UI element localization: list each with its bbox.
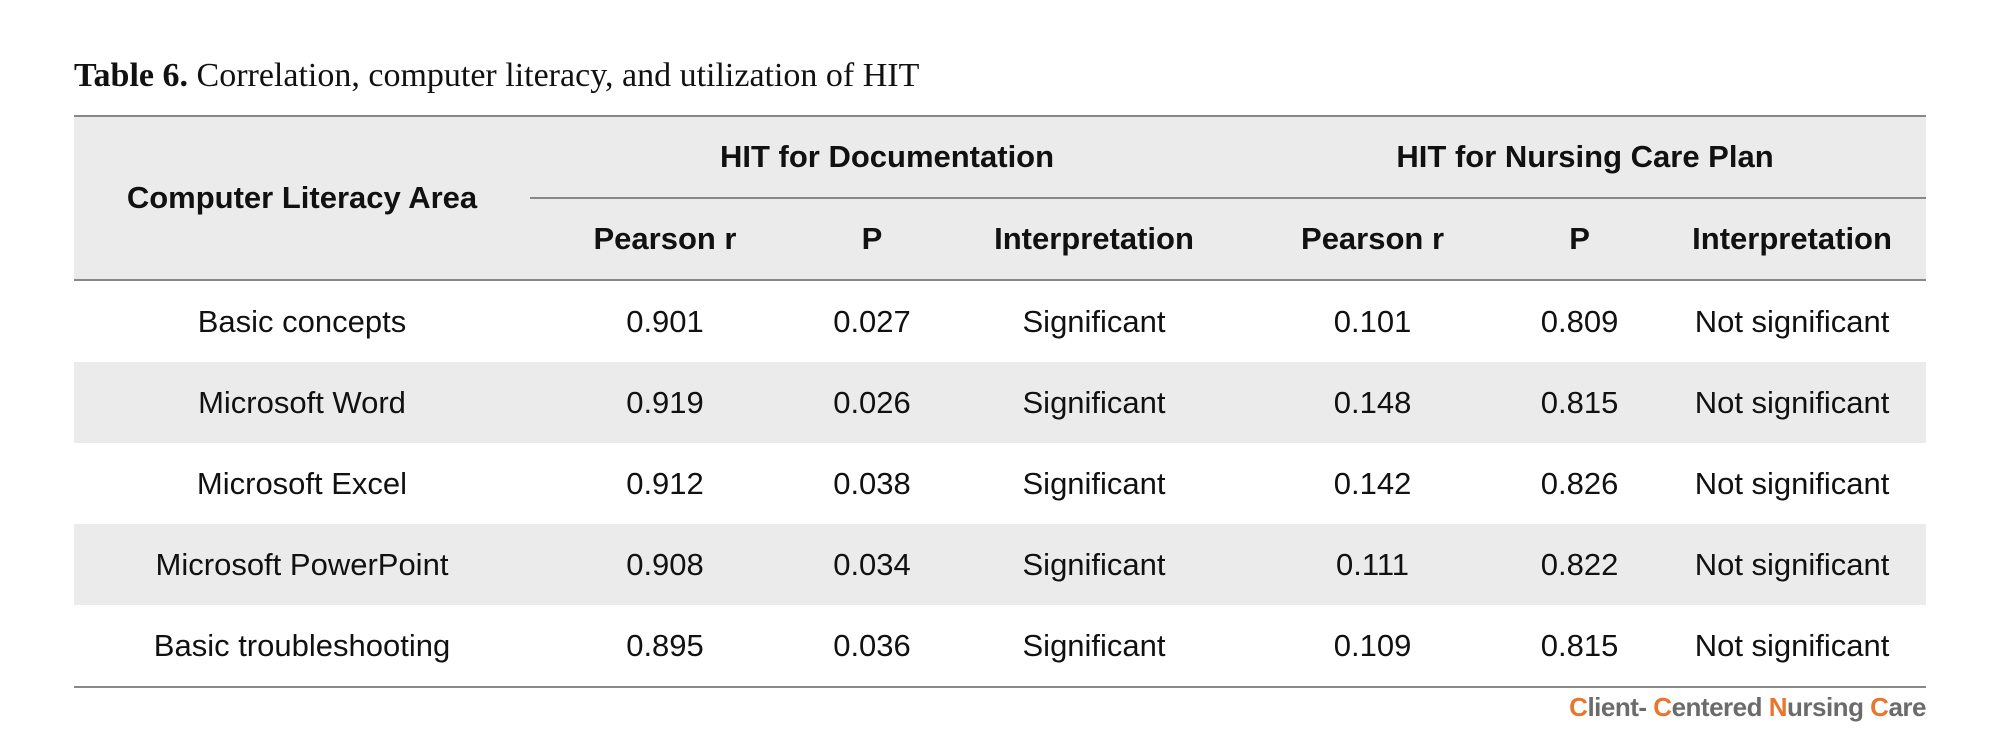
doc-pearson-r-cell: 0.908 — [626, 546, 704, 582]
area-cell: Basic troubleshooting — [74, 605, 530, 688]
subheader-row: Pearson r P Interpretation Pearson r P I… — [74, 198, 1927, 281]
doc-pearson-r-cell: 0.912 — [626, 465, 704, 501]
plan-interpretation-cell: Not significant — [1658, 605, 1927, 688]
plan-p-cell: 0.826 — [1540, 465, 1619, 501]
journal-brand: Client- Centered Nursing Care — [1569, 692, 1926, 723]
hit-documentation-header: HIT for Documentation — [530, 116, 1245, 199]
doc-pearson-r-cell: 0.901 — [626, 303, 704, 339]
hit-nursing-care-plan-header: HIT for Nursing Care Plan — [1244, 116, 1927, 199]
table-row: Microsoft Word 0.919 0.026 Significant 0… — [74, 362, 1927, 443]
doc-p-cell: 0.027 — [833, 303, 911, 339]
area-cell: Microsoft Excel — [196, 465, 408, 501]
table-header: Computer Literacy Area HIT for Documenta… — [74, 116, 1927, 281]
brand-initial: C — [1653, 692, 1672, 722]
plan-interpretation-cell: Not significant — [1694, 465, 1890, 501]
plan-interpretation-cell: Not significant — [1694, 384, 1890, 420]
doc-pearson-r-cell: 0.919 — [626, 384, 704, 420]
doc-interpretation-cell: Significant — [1022, 546, 1166, 582]
plan-pearson-r-cell: 0.142 — [1333, 465, 1412, 501]
area-cell: Microsoft Word — [198, 384, 406, 420]
doc-p-cell: 0.038 — [833, 465, 911, 501]
brand-initial: C — [1569, 692, 1588, 722]
correlation-table-container: Computer Literacy Area HIT for Documenta… — [74, 115, 1927, 688]
table-caption-label: Table 6. — [74, 57, 189, 94]
plan-pearson-r-cell: 0.109 — [1244, 605, 1502, 688]
area-cell: Microsoft PowerPoint — [155, 546, 449, 582]
table-row: Microsoft PowerPoint 0.908 0.034 Signifi… — [74, 524, 1927, 605]
computer-literacy-area-header: Computer Literacy Area — [74, 116, 530, 281]
brand-word: ursing — [1787, 692, 1871, 722]
doc-interpretation-cell: Significant — [944, 605, 1245, 688]
table-body: Basic concepts 0.901 0.027 Significant 0… — [74, 280, 1927, 688]
correlation-table: Computer Literacy Area HIT for Documenta… — [74, 115, 1927, 688]
plan-p-cell: 0.815 — [1501, 605, 1659, 688]
plan-p-cell: 0.822 — [1540, 546, 1619, 582]
plan-pearson-r-cell: 0.148 — [1333, 384, 1412, 420]
brand-word: lient- — [1587, 692, 1654, 722]
table-caption-text: Correlation, computer literacy, and util… — [196, 57, 920, 94]
table-caption: Table 6. Correlation, computer literacy,… — [74, 50, 919, 102]
table-row: Microsoft Excel 0.912 0.038 Significant … — [74, 443, 1926, 524]
plan-p-header: P — [1501, 198, 1659, 281]
plan-p-cell: 0.809 — [1540, 303, 1619, 339]
plan-interpretation-cell: Not significant — [1694, 546, 1890, 582]
area-cell: Basic concepts — [197, 303, 407, 339]
doc-interpretation-header: Interpretation — [944, 198, 1245, 281]
brand-word: entered — [1671, 692, 1769, 722]
plan-interpretation-header: Interpretation — [1658, 198, 1927, 281]
doc-pearson-r-cell: 0.895 — [530, 605, 800, 688]
doc-p-header: P — [800, 198, 944, 281]
doc-p-cell: 0.034 — [833, 546, 911, 582]
doc-interpretation-cell: Significant — [1022, 303, 1166, 339]
brand-initial: N — [1768, 692, 1788, 722]
doc-pearson-r-header: Pearson r — [530, 198, 800, 281]
brand-initial: C — [1870, 692, 1889, 722]
group-header-row: Computer Literacy Area HIT for Documenta… — [74, 116, 1927, 281]
brand-word: are — [1888, 692, 1926, 722]
doc-interpretation-cell: Significant — [1022, 384, 1166, 420]
plan-pearson-r-cell: 0.111 — [1336, 546, 1410, 582]
plan-pearson-r-header: Pearson r — [1244, 198, 1502, 281]
plan-pearson-r-cell: 0.101 — [1333, 303, 1412, 339]
table-row: Basic concepts 0.901 0.027 Significant 0… — [74, 280, 1926, 362]
table-row: Basic troubleshooting 0.895 0.036 Signif… — [74, 605, 1927, 688]
plan-p-cell: 0.815 — [1540, 384, 1619, 420]
plan-interpretation-cell: Not significant — [1694, 303, 1890, 339]
doc-p-cell: 0.036 — [800, 605, 944, 688]
doc-p-cell: 0.026 — [833, 384, 911, 420]
doc-interpretation-cell: Significant — [1022, 465, 1166, 501]
